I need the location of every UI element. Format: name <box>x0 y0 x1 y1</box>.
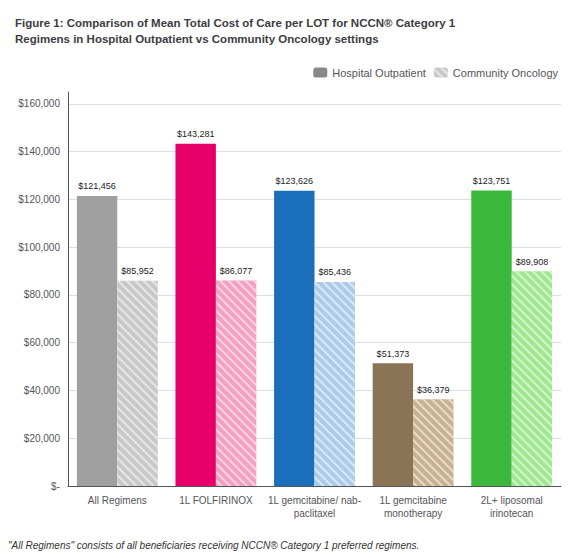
svg-text:$160,000: $160,000 <box>18 98 60 109</box>
svg-text:Regimens in Hospital Outpatien: Regimens in Hospital Outpatient vs Commu… <box>15 33 379 45</box>
svg-text:$-: $- <box>51 481 60 492</box>
svg-text:$20,000: $20,000 <box>24 433 61 444</box>
svg-text:$80,000: $80,000 <box>24 289 61 300</box>
svg-text:Community Oncology: Community Oncology <box>453 67 559 79</box>
svg-text:$123,751: $123,751 <box>473 176 511 186</box>
svg-text:$123,626: $123,626 <box>276 176 314 186</box>
svg-text:$86,077: $86,077 <box>220 266 253 276</box>
svg-text:"All Regimens" consists of all: "All Regimens" consists of all beneficia… <box>8 540 419 551</box>
svg-text:$85,436: $85,436 <box>318 267 351 277</box>
svg-text:$51,373: $51,373 <box>377 349 410 359</box>
svg-text:paclitaxel: paclitaxel <box>294 508 336 519</box>
svg-text:$85,952: $85,952 <box>121 266 154 276</box>
svg-text:$100,000: $100,000 <box>18 242 60 253</box>
svg-text:Figure 1: Comparison of Mean T: Figure 1: Comparison of Mean Total Cost … <box>15 17 456 29</box>
svg-text:irinotecan: irinotecan <box>490 508 533 519</box>
svg-text:$60,000: $60,000 <box>24 337 61 348</box>
svg-text:1L FOLFIRINOX: 1L FOLFIRINOX <box>179 495 253 506</box>
svg-text:1L gemcitabine/ nab-: 1L gemcitabine/ nab- <box>268 495 361 506</box>
svg-text:$89,908: $89,908 <box>516 257 549 267</box>
svg-text:$140,000: $140,000 <box>18 146 60 157</box>
svg-text:Hospital Outpatient: Hospital Outpatient <box>332 67 426 79</box>
svg-text:$36,379: $36,379 <box>417 385 450 395</box>
svg-text:1L gemcitabine: 1L gemcitabine <box>379 495 447 506</box>
svg-text:$120,000: $120,000 <box>18 194 60 205</box>
svg-text:All Regimens: All Regimens <box>88 495 147 506</box>
svg-text:$121,456: $121,456 <box>78 181 116 191</box>
svg-text:2L+ liposomal: 2L+ liposomal <box>481 495 543 506</box>
svg-text:$143,281: $143,281 <box>177 129 215 139</box>
svg-text:$40,000: $40,000 <box>24 385 61 396</box>
svg-text:monotherapy: monotherapy <box>384 508 442 519</box>
